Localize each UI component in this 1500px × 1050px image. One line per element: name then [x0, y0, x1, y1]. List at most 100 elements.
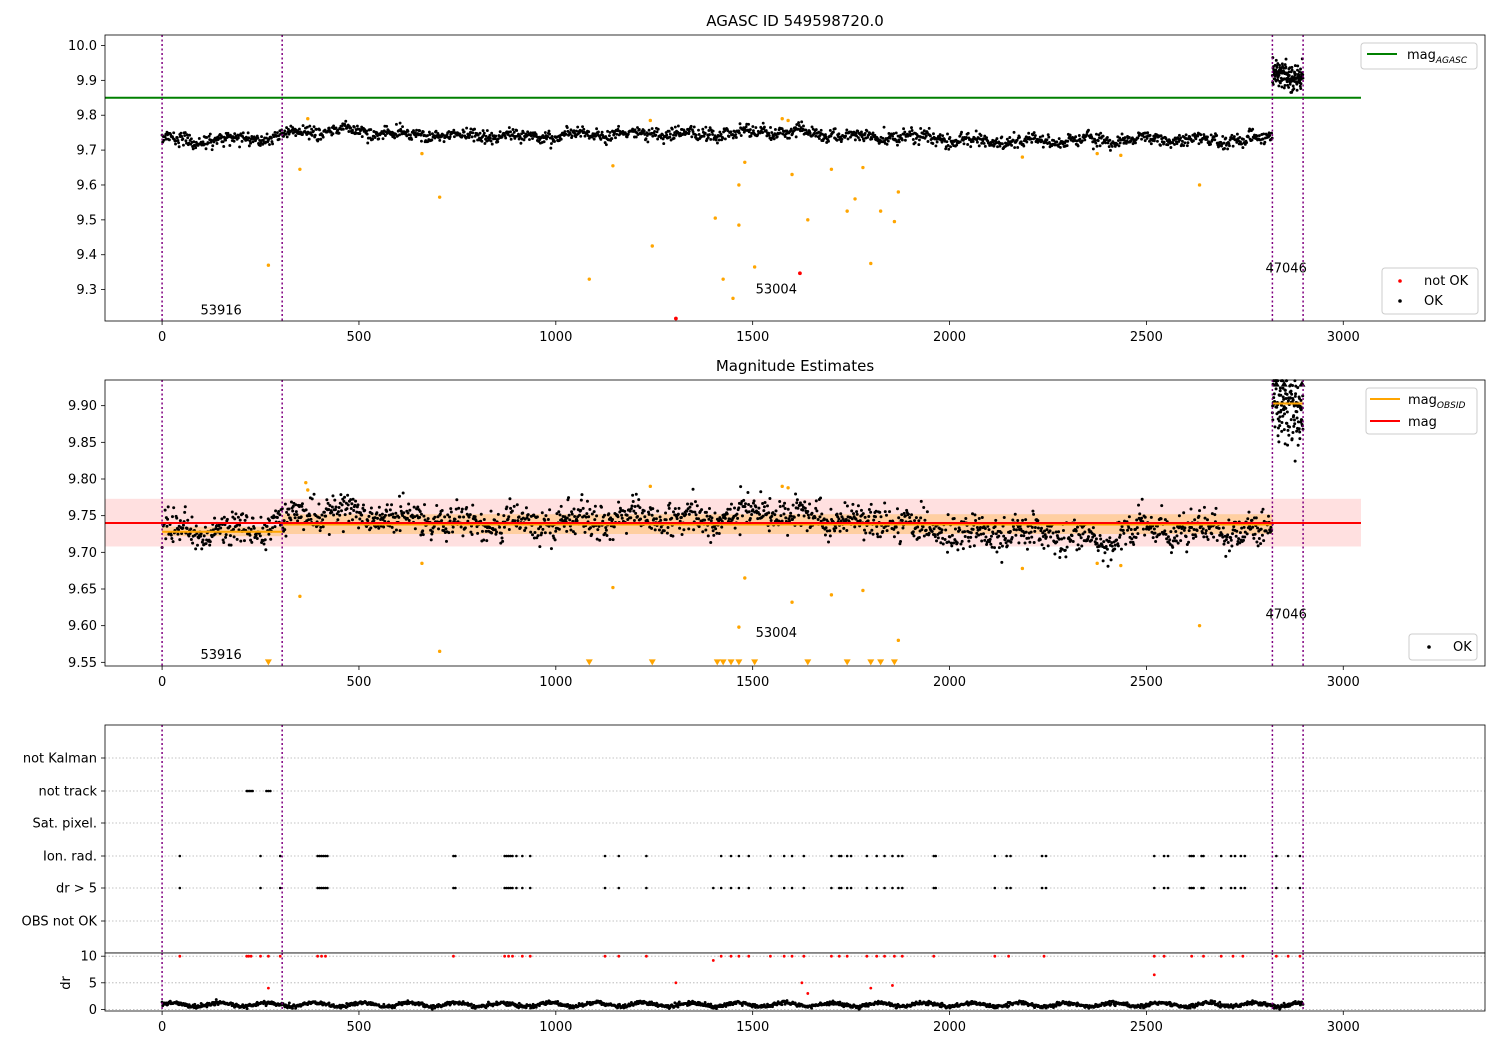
data-point-ok	[535, 515, 539, 519]
data-point-ok	[1238, 140, 1242, 144]
data-point-ok	[381, 517, 385, 521]
flag-point	[712, 886, 715, 890]
data-point-ok	[806, 513, 810, 517]
data-point-ok	[1198, 509, 1202, 513]
data-point-ok	[642, 129, 646, 133]
data-point-ok	[421, 529, 425, 533]
data-point-ok	[1235, 132, 1239, 136]
data-point-flagged	[1197, 183, 1202, 187]
data-point-ok	[1199, 140, 1203, 144]
data-point-ok	[863, 515, 867, 519]
data-point-ok	[795, 501, 799, 505]
flag-point	[1286, 886, 1290, 890]
data-point-ok	[845, 504, 849, 508]
data-point-ok	[587, 130, 591, 134]
data-point-ok	[1261, 507, 1265, 511]
data-point-ok	[509, 506, 513, 510]
flag-point	[316, 886, 319, 890]
data-point-ok	[1033, 134, 1037, 137]
data-point-ok	[1209, 142, 1212, 146]
data-point-ok	[228, 144, 232, 147]
flag-point	[737, 886, 741, 890]
data-point-ok	[892, 535, 896, 539]
data-point-ok	[574, 135, 578, 139]
data-point-ok	[1080, 544, 1084, 548]
data-point-ok	[858, 519, 862, 523]
data-point-ok	[321, 525, 325, 529]
data-point-ok	[374, 525, 378, 529]
data-point-ok	[399, 509, 403, 513]
flag-point	[617, 854, 621, 858]
data-point-ok	[774, 509, 778, 513]
data-point-ok	[398, 529, 402, 533]
data-point-ok	[222, 540, 226, 544]
data-point-ok	[496, 512, 500, 516]
data-point-ok	[544, 514, 548, 518]
data-point-ok	[1242, 525, 1246, 529]
data-point-ok	[719, 132, 723, 136]
data-point-ok	[1031, 133, 1035, 137]
data-point-ok	[1203, 516, 1207, 520]
data-point-ok	[531, 533, 535, 537]
data-point-ok	[559, 504, 563, 508]
data-point-ok	[786, 533, 790, 537]
data-point-ok	[1273, 399, 1277, 403]
data-point-ok	[302, 528, 306, 532]
data-point-ok	[882, 125, 886, 129]
x-tick-label: 1000	[539, 1020, 572, 1035]
data-point-ok	[1179, 531, 1183, 535]
data-point-ok	[941, 542, 945, 546]
data-point-ok	[844, 134, 848, 138]
data-point-ok	[1274, 387, 1278, 391]
data-point-ok	[1124, 141, 1128, 145]
data-point-ok	[449, 507, 453, 511]
data-point-ok	[166, 505, 170, 509]
data-point-ok	[1279, 408, 1283, 412]
data-point-ok	[1129, 540, 1133, 544]
data-point-ok	[284, 534, 288, 538]
data-point-ok	[616, 127, 620, 131]
data-point-ok	[1047, 135, 1051, 139]
data-point-ok	[633, 128, 637, 132]
data-point-ok	[353, 503, 357, 507]
flag-point	[265, 789, 268, 793]
data-point-ok	[1181, 139, 1184, 143]
data-point-ok	[946, 550, 950, 554]
data-point-ok	[1149, 142, 1153, 146]
data-point-ok	[1058, 549, 1062, 553]
data-point-flagged	[737, 183, 741, 187]
data-point-ok	[850, 517, 854, 521]
data-point-ok	[1053, 552, 1057, 556]
data-point-flagged	[786, 118, 790, 123]
data-point-ok	[640, 511, 644, 515]
data-point-ok	[980, 515, 984, 519]
data-point-ok	[1255, 540, 1259, 544]
data-point-ok	[260, 135, 264, 139]
data-point-ok	[325, 498, 329, 502]
data-point-ok	[1176, 541, 1180, 545]
data-point-ok	[1224, 538, 1228, 542]
data-point-ok	[967, 539, 971, 543]
data-point-ok	[676, 512, 680, 516]
data-point-ok	[1221, 134, 1225, 138]
data-point-ok	[791, 503, 795, 507]
data-point-ok	[559, 137, 563, 141]
flag-point	[830, 886, 833, 890]
data-point-ok	[521, 131, 525, 135]
data-point-ok	[650, 513, 654, 517]
data-point-ok	[678, 131, 682, 135]
data-point-ok	[855, 512, 859, 516]
flag-point	[849, 886, 853, 890]
data-point-ok	[1247, 510, 1251, 514]
data-point-ok	[1115, 142, 1119, 146]
data-point-ok	[1077, 547, 1081, 551]
data-point-ok	[1287, 73, 1291, 77]
data-point-ok	[595, 127, 599, 131]
data-point-ok	[744, 125, 748, 129]
data-point-ok	[1221, 526, 1225, 530]
data-point-ok	[631, 499, 635, 503]
data-point-ok	[1194, 137, 1198, 141]
data-point-flagged	[611, 585, 615, 590]
data-point-ok	[670, 516, 674, 520]
data-point-ok	[1078, 533, 1082, 537]
